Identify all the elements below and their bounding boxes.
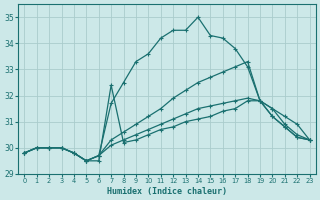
X-axis label: Humidex (Indice chaleur): Humidex (Indice chaleur) [107,187,227,196]
